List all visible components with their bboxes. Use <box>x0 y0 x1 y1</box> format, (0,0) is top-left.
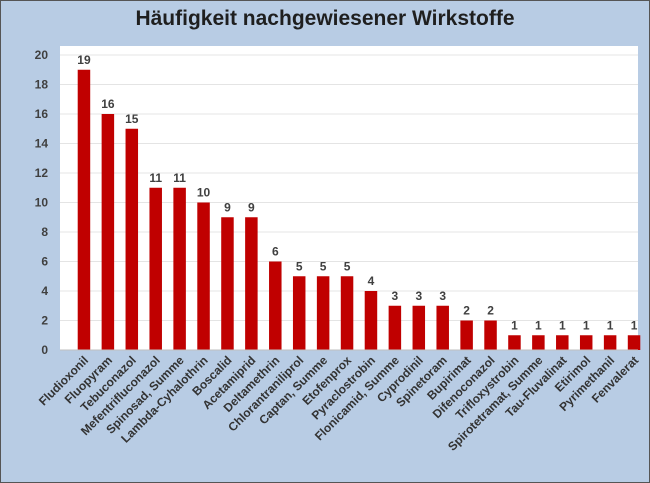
bar <box>508 335 521 350</box>
bar <box>125 128 139 350</box>
data-label: 1 <box>535 318 542 332</box>
data-label: 10 <box>197 186 211 200</box>
y-tick-label: 12 <box>35 166 49 180</box>
y-tick-label: 18 <box>35 78 49 92</box>
chart-title: Häufigkeit nachgewiesener Wirkstoffe <box>135 7 515 30</box>
data-label: 16 <box>101 97 115 111</box>
bar <box>340 276 354 350</box>
y-tick-label: 20 <box>35 48 49 62</box>
data-label: 6 <box>272 245 279 259</box>
bar <box>627 335 641 350</box>
data-label: 1 <box>559 318 566 332</box>
data-label: 5 <box>296 259 303 273</box>
data-label: 11 <box>173 171 186 185</box>
data-label: 1 <box>583 318 590 332</box>
bar <box>484 320 497 350</box>
bar <box>221 217 234 350</box>
bar <box>436 305 449 350</box>
bar <box>579 335 593 350</box>
bar <box>197 202 210 350</box>
bar <box>245 217 258 350</box>
data-label: 5 <box>344 259 351 273</box>
y-tick-label: 10 <box>35 196 49 210</box>
bar <box>556 335 569 350</box>
y-tick-label: 8 <box>41 225 48 239</box>
bar <box>149 187 162 350</box>
data-label: 11 <box>149 171 162 185</box>
data-label: 3 <box>439 289 446 303</box>
data-label: 2 <box>487 304 494 318</box>
data-label: 1 <box>511 318 518 332</box>
bar <box>460 320 473 350</box>
bar <box>532 335 545 350</box>
bar <box>173 187 186 350</box>
data-label: 9 <box>224 200 231 214</box>
bar <box>77 69 91 350</box>
bar <box>412 305 426 350</box>
y-tick-label: 4 <box>41 284 48 298</box>
data-label: 19 <box>77 53 91 67</box>
data-label: 3 <box>392 289 399 303</box>
y-tick-label: 2 <box>41 314 48 328</box>
data-label: 1 <box>631 318 638 332</box>
data-label: 3 <box>415 289 422 303</box>
bar <box>101 114 115 350</box>
bar <box>364 291 378 350</box>
data-label: 4 <box>368 274 375 288</box>
data-label: 2 <box>463 304 470 318</box>
y-tick-label: 6 <box>41 255 48 269</box>
data-label: 1 <box>607 318 614 332</box>
data-label: 9 <box>248 200 255 214</box>
y-tick-label: 0 <box>41 343 48 357</box>
bar <box>269 261 282 350</box>
y-tick-label: 14 <box>35 137 49 151</box>
bar <box>603 335 617 350</box>
bar <box>292 276 306 350</box>
y-tick-label: 16 <box>35 107 49 121</box>
data-label: 5 <box>320 259 327 273</box>
data-label: 15 <box>125 112 139 126</box>
bar <box>316 276 330 350</box>
bar <box>388 305 402 350</box>
